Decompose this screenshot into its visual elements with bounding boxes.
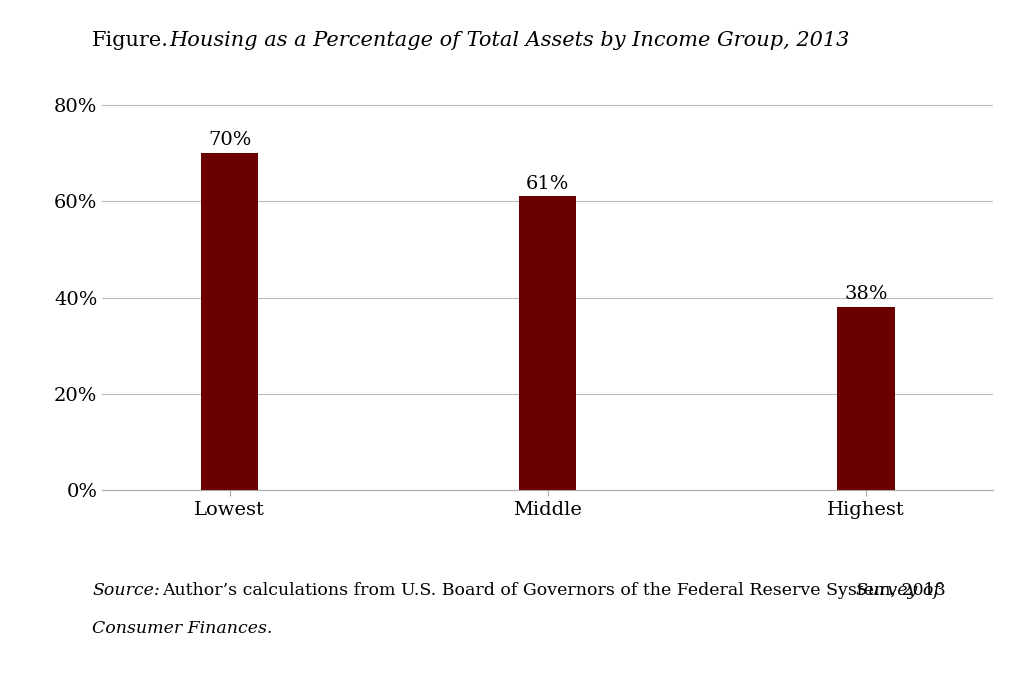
Text: Housing as a Percentage of Total Assets by Income Group, 2013: Housing as a Percentage of Total Assets … bbox=[169, 31, 849, 50]
Text: Source:: Source: bbox=[92, 582, 160, 599]
Text: Survey of: Survey of bbox=[856, 582, 940, 599]
Text: 61%: 61% bbox=[526, 174, 569, 193]
Text: Author’s calculations from U.S. Board of Governors of the Federal Reserve System: Author’s calculations from U.S. Board of… bbox=[162, 582, 951, 599]
Bar bbox=[838, 307, 895, 490]
Bar bbox=[201, 153, 258, 490]
Text: Figure.: Figure. bbox=[92, 31, 169, 50]
Text: Consumer Finances.: Consumer Finances. bbox=[92, 620, 272, 637]
Text: 70%: 70% bbox=[208, 131, 251, 149]
Bar bbox=[519, 197, 577, 490]
Text: 38%: 38% bbox=[844, 285, 888, 304]
